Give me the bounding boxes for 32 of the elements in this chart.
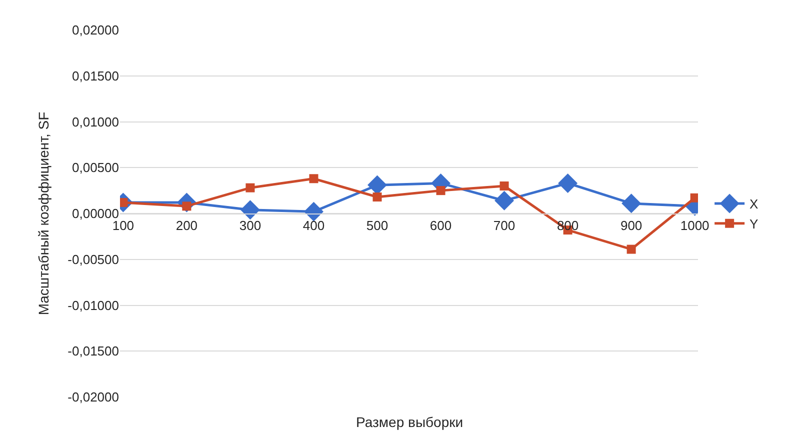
point [240, 200, 260, 220]
point [494, 190, 514, 210]
x-axis-title: Размер выборки [356, 414, 464, 430]
point [309, 174, 318, 184]
y-tick-label: -0,00500 [68, 252, 119, 267]
y-tick-label: 0,00500 [72, 160, 119, 176]
point [304, 202, 324, 222]
point [690, 193, 698, 202]
x-tick-label: 900 [620, 218, 642, 234]
y-axis-title: Масштабный коэффициент, SF [35, 112, 52, 316]
point [246, 183, 255, 192]
x-tick-label: 700 [493, 218, 516, 234]
y-tick-label: 0,02000 [72, 22, 119, 38]
point [372, 192, 382, 202]
y-tick-label: 0,01000 [72, 114, 119, 130]
x-tick-label: 400 [302, 218, 325, 234]
legend-label: X [750, 196, 759, 212]
x-tick-label: 500 [366, 218, 388, 234]
x-tick-label: 600 [430, 218, 452, 234]
x-tick-label: 1000 [680, 218, 710, 234]
x-tick-label: 300 [239, 218, 262, 234]
point [558, 173, 578, 193]
point [500, 181, 509, 190]
point [626, 244, 636, 254]
legend-label: Y [750, 216, 759, 232]
y-tick-label: -0,02000 [68, 390, 119, 405]
point [436, 186, 446, 196]
x-tick-label: 200 [176, 218, 198, 234]
y-tick-label: 0,01500 [72, 68, 119, 84]
point [622, 194, 642, 214]
y-tick-label: -0,01000 [68, 298, 119, 313]
y-tick-label: -0,01500 [68, 344, 119, 359]
